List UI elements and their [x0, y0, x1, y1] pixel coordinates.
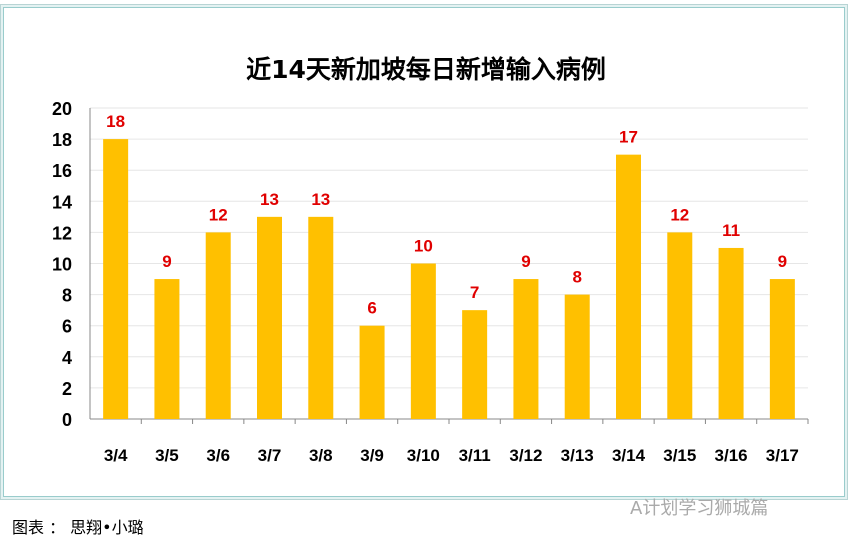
data-label: 12: [670, 205, 689, 224]
data-label: 11: [722, 221, 740, 240]
chart-title: 近14天新加坡每日新增输入病例: [246, 55, 606, 84]
data-label: 12: [209, 205, 228, 224]
bar: [564, 294, 590, 419]
bar: [462, 310, 488, 419]
bar: [359, 325, 385, 419]
x-tick-label: 3/10: [407, 446, 440, 465]
data-label: 9: [162, 252, 171, 271]
x-tick-label: 3/6: [206, 446, 230, 465]
y-tick-label: 20: [52, 99, 72, 119]
x-tick-label: 3/9: [360, 446, 384, 465]
y-tick-label: 14: [52, 192, 72, 212]
watermark: A计划学习狮城篇: [630, 498, 769, 519]
x-tick-label: 3/8: [309, 446, 333, 465]
y-tick-label: 2: [62, 379, 72, 399]
data-label: 6: [367, 299, 376, 318]
x-tick-label: 3/13: [561, 446, 594, 465]
bar: [667, 232, 693, 419]
y-tick-label: 10: [52, 255, 72, 275]
x-tick-label: 3/11: [459, 446, 491, 465]
y-tick-label: 18: [52, 130, 72, 150]
y-tick-label: 0: [62, 410, 72, 430]
caption: 图表 ： 思翔•小璐: [12, 518, 144, 537]
data-label: 13: [311, 190, 330, 209]
x-tick-label: 3/17: [766, 446, 799, 465]
bar: [769, 279, 795, 419]
x-tick-label: 3/5: [155, 446, 179, 465]
x-tick-label: 3/12: [509, 446, 542, 465]
y-tick-label: 16: [52, 161, 72, 181]
data-label: 18: [106, 112, 125, 131]
data-label: 10: [414, 237, 433, 256]
x-tick-label: 3/15: [663, 446, 696, 465]
bar: [616, 154, 641, 419]
data-label: 17: [619, 128, 638, 147]
x-tick-label: 3/16: [715, 446, 748, 465]
bar: [154, 279, 180, 419]
y-tick-label: 12: [52, 223, 72, 243]
bar: [513, 279, 539, 419]
data-label: 7: [470, 283, 479, 302]
bar: [205, 232, 231, 419]
data-label: 8: [572, 268, 581, 287]
bar: [308, 216, 334, 419]
y-tick-label: 8: [62, 286, 72, 306]
bar: [103, 139, 129, 419]
bar: [718, 247, 744, 419]
bar-chart: 0 2 4 6 8 10 12 14 16 18 20 18 3/4 9 3/5 12 3/6 13 3/7 13 3/…: [52, 99, 809, 465]
data-label: 9: [521, 252, 530, 271]
data-label: 13: [260, 190, 279, 209]
x-tick-label: 3/7: [258, 446, 282, 465]
bar: [410, 263, 436, 419]
x-tick-label: 3/4: [104, 446, 128, 465]
bar: [257, 216, 282, 419]
y-tick-label: 4: [62, 348, 72, 368]
y-tick-label: 6: [62, 317, 72, 337]
data-label: 9: [778, 252, 787, 271]
x-tick-label: 3/14: [612, 446, 646, 465]
